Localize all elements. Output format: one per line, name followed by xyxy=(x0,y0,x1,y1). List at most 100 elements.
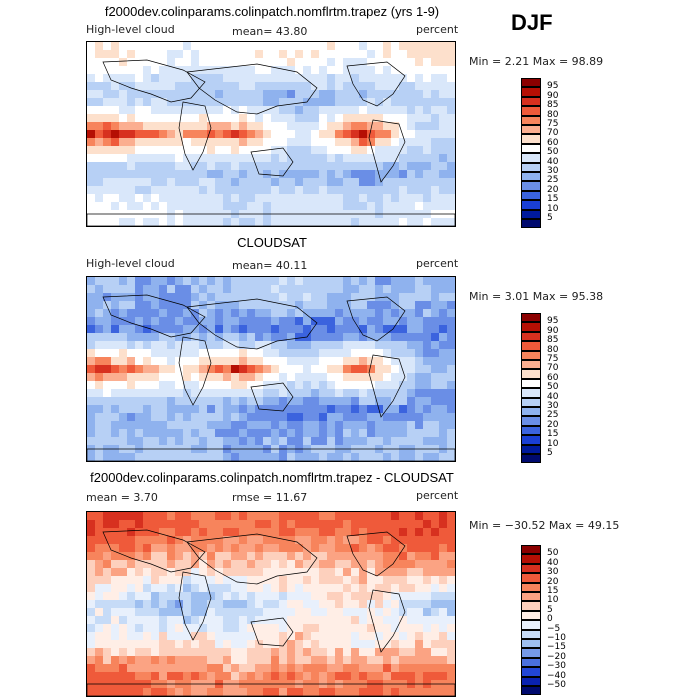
heatmap-cell xyxy=(119,365,128,374)
heatmap-cell xyxy=(431,106,440,115)
heatmap-cell xyxy=(215,608,224,617)
heatmap-cell xyxy=(311,162,320,171)
heatmap-cell xyxy=(319,672,328,681)
heatmap-cell xyxy=(303,688,312,696)
heatmap-cell xyxy=(95,122,104,131)
heatmap-cell xyxy=(439,568,448,577)
heatmap-cell xyxy=(151,592,160,601)
heatmap-cell xyxy=(223,544,232,553)
heatmap-cell xyxy=(175,106,184,115)
heatmap-cell xyxy=(159,600,168,609)
heatmap-cell xyxy=(231,389,240,398)
heatmap-cell xyxy=(439,341,448,350)
heatmap-cell xyxy=(423,568,432,577)
heatmap-cell xyxy=(327,688,336,696)
heatmap-cell xyxy=(271,285,280,294)
heatmap-cell xyxy=(231,600,240,609)
heatmap-cell xyxy=(399,437,408,446)
heatmap-cell xyxy=(407,397,416,406)
heatmap-cell xyxy=(343,520,352,529)
heatmap-cell xyxy=(431,672,440,681)
heatmap-cell xyxy=(143,202,152,211)
heatmap-cell xyxy=(383,82,392,91)
heatmap-cell xyxy=(215,122,224,131)
heatmap-cell xyxy=(247,592,256,601)
heatmap-cell xyxy=(143,98,152,107)
heatmap-cell xyxy=(415,50,424,59)
heatmap-cell xyxy=(287,672,296,681)
heatmap-cell xyxy=(151,325,160,334)
heatmap-cell xyxy=(391,520,400,529)
heatmap-cell xyxy=(327,98,336,107)
heatmap-cell xyxy=(231,656,240,665)
heatmap-cell xyxy=(319,520,328,529)
coastline xyxy=(102,529,206,573)
heatmap-cell xyxy=(199,277,208,286)
heatmap-cell xyxy=(447,122,455,131)
heatmap-cell xyxy=(295,397,304,406)
heatmap-cell xyxy=(87,528,96,537)
heatmap-cell xyxy=(127,584,136,593)
heatmap-cell xyxy=(367,552,376,561)
heatmap-cell xyxy=(367,106,376,115)
heatmap-cell xyxy=(343,333,352,342)
heatmap-cell xyxy=(359,357,368,366)
heatmap-cell xyxy=(143,429,152,438)
colorbar-swatch xyxy=(521,686,541,696)
heatmap-cell xyxy=(375,381,384,390)
heatmap-cell xyxy=(439,82,448,91)
heatmap-cell xyxy=(399,194,408,203)
heatmap-cell xyxy=(119,138,128,147)
heatmap-cell xyxy=(431,130,440,139)
heatmap-cell xyxy=(351,186,360,195)
heatmap-cell xyxy=(167,624,176,633)
heatmap-cell xyxy=(263,90,272,99)
heatmap-cell xyxy=(135,218,144,226)
heatmap-cell xyxy=(175,600,184,609)
heatmap-cell xyxy=(311,453,320,461)
heatmap-cell xyxy=(159,664,168,673)
heatmap-cell xyxy=(167,520,176,529)
heatmap-cell xyxy=(311,429,320,438)
heatmap-cell xyxy=(319,453,328,461)
heatmap-cell xyxy=(439,357,448,366)
heatmap-cell xyxy=(215,453,224,461)
heatmap-cell xyxy=(207,421,216,430)
heatmap-cell xyxy=(111,656,120,665)
heatmap-cell xyxy=(343,592,352,601)
heatmap-cell xyxy=(447,194,455,203)
heatmap-cell xyxy=(167,437,176,446)
heatmap-cell xyxy=(239,138,248,147)
heatmap-cell xyxy=(151,608,160,617)
heatmap-cell xyxy=(191,592,200,601)
heatmap-cell xyxy=(103,536,112,545)
heatmap-cell xyxy=(303,58,312,67)
heatmap-cell xyxy=(167,74,176,83)
heatmap-cell xyxy=(215,373,224,382)
heatmap-cell xyxy=(247,560,256,569)
heatmap-cell xyxy=(175,688,184,696)
heatmap-cell xyxy=(431,608,440,617)
heatmap-cell xyxy=(135,277,144,286)
heatmap-cell xyxy=(175,552,184,561)
heatmap-cell xyxy=(279,42,288,51)
heatmap-cell xyxy=(111,194,120,203)
heatmap-cell xyxy=(399,429,408,438)
heatmap-cell xyxy=(391,114,400,123)
heatmap-cell xyxy=(311,66,320,75)
coastline xyxy=(87,448,455,461)
heatmap-cell xyxy=(207,429,216,438)
heatmap-cell xyxy=(199,608,208,617)
heatmap-cell xyxy=(303,405,312,414)
heatmap-cell xyxy=(111,309,120,318)
heatmap-cell xyxy=(263,429,272,438)
heatmap-cell xyxy=(391,194,400,203)
heatmap-cell xyxy=(191,357,200,366)
heatmap-cell xyxy=(271,349,280,358)
heatmap-cell xyxy=(423,186,432,195)
heatmap-cell xyxy=(143,277,152,286)
heatmap-cell xyxy=(255,365,264,374)
heatmap-cell xyxy=(271,146,280,155)
heatmap-cell xyxy=(295,349,304,358)
heatmap-cell xyxy=(391,162,400,171)
